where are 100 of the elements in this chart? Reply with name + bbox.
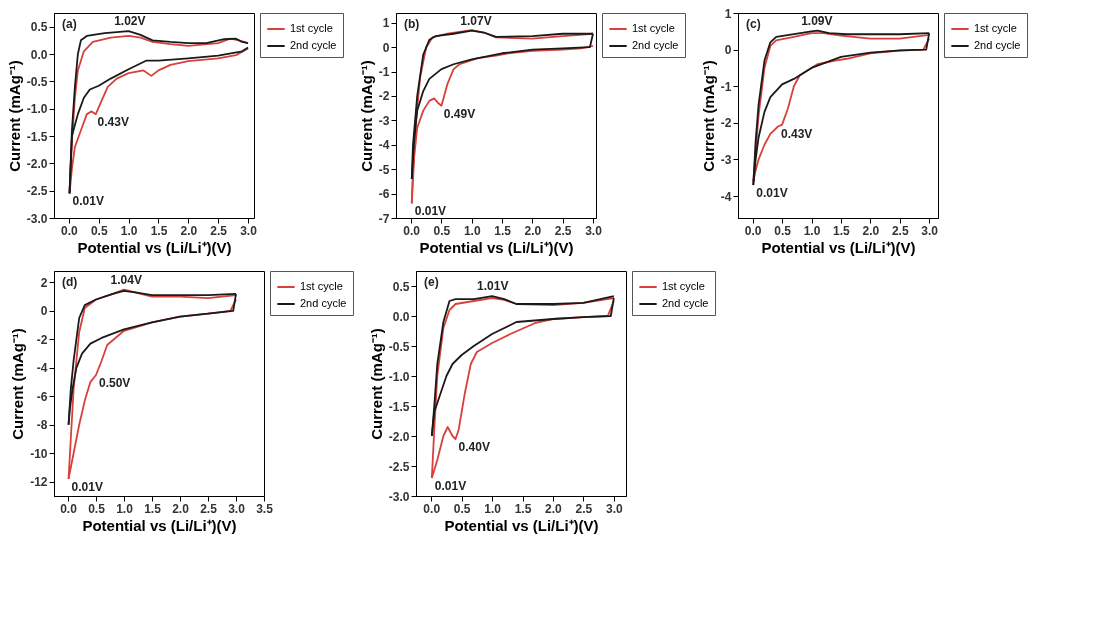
y-tick-label: -4	[720, 189, 732, 204]
x-tick-label: 1.5	[150, 223, 168, 238]
y-tick-label: -2	[36, 332, 48, 347]
legend-label: 1st cycle	[632, 22, 675, 34]
x-tick-label: 2.0	[524, 223, 542, 238]
x-tick-label: 2.0	[180, 223, 198, 238]
y-tick-label: 0	[724, 43, 732, 58]
annotation: (e)	[424, 275, 439, 289]
legend-label: 2nd cycle	[300, 297, 347, 309]
x-axis-title: Potential vs (Li/Li⁺)(V)	[444, 516, 599, 534]
x-tick-label: 1.0	[120, 223, 138, 238]
y-tick-label: -4	[36, 361, 48, 376]
legend-label: 2nd cycle	[974, 39, 1021, 51]
y-tick-label: -2	[720, 116, 732, 131]
y-axis-title: Current (mAg⁻¹)	[367, 328, 385, 440]
y-tick-label: 1	[382, 16, 390, 31]
x-tick-label: 0.5	[90, 223, 108, 238]
annotation: 1.07V	[460, 14, 492, 29]
x-tick-label: 1.0	[116, 501, 134, 516]
annotation: 1.02V	[114, 14, 146, 29]
x-tick-label: 2.5	[891, 223, 909, 238]
x-tick-label: 0.5	[433, 223, 451, 238]
y-tick-label: -3.0	[26, 211, 48, 226]
x-tick-label: 1.5	[144, 501, 162, 516]
y-tick-label: -4	[378, 138, 390, 153]
legend-label: 1st cycle	[662, 280, 705, 292]
y-axis-title: Current (mAg⁻¹)	[9, 328, 27, 440]
x-axis-title: Potential vs (Li/Li⁺)(V)	[419, 238, 574, 256]
y-tick-label: 0	[40, 304, 48, 319]
x-tick-label: 1.0	[803, 223, 821, 238]
y-tick-label: -6	[36, 389, 48, 404]
x-axis-title: Potential vs (Li/Li⁺)(V)	[77, 238, 232, 256]
x-tick-label: 0.0	[423, 501, 441, 516]
x-tick-label: 0.0	[60, 501, 78, 516]
y-tick-label: -3.0	[388, 489, 410, 504]
y-tick-label: -8	[36, 418, 48, 433]
x-tick-label: 1.0	[463, 223, 481, 238]
x-tick-label: 3.0	[605, 501, 623, 516]
annotation: (b)	[404, 17, 420, 31]
x-tick-label: 2.5	[554, 223, 572, 238]
y-tick-label: 2	[40, 275, 48, 290]
x-tick-label: 3.0	[585, 223, 603, 238]
x-tick-label: 3.0	[921, 223, 939, 238]
x-tick-label: 0.5	[774, 223, 792, 238]
x-axis-title: Potential vs (Li/Li⁺)(V)	[761, 238, 916, 256]
y-tick-label: -12	[30, 475, 48, 490]
y-tick-label: -10	[30, 446, 48, 461]
y-tick-label: -2	[378, 89, 390, 104]
annotation: 0.50V	[99, 375, 131, 390]
legend-label: 1st cycle	[974, 22, 1017, 34]
y-tick-label: -1	[378, 65, 390, 80]
y-tick-label: -3	[720, 152, 732, 167]
annotation: 1.04V	[110, 272, 142, 287]
x-tick-label: 0.0	[403, 223, 421, 238]
annotation: 0.01V	[434, 479, 467, 493]
annotation: 1.09V	[801, 13, 833, 28]
x-tick-label: 2.0	[172, 501, 190, 516]
x-tick-label: 0.0	[61, 223, 79, 238]
x-tick-label: 2.5	[200, 501, 218, 516]
y-tick-label: -2.5	[388, 459, 410, 474]
x-axis-title: Potential vs (Li/Li⁺)(V)	[82, 516, 237, 534]
annotation: 0.40V	[458, 440, 490, 454]
annotation: 0.43V	[97, 115, 129, 130]
y-tick-label: 0	[382, 40, 390, 55]
annotation: 0.49V	[443, 106, 476, 121]
y-tick-label: -1.0	[26, 102, 48, 117]
x-tick-label: 2.0	[862, 223, 880, 238]
y-axis-title: Current (mAg⁻¹)	[5, 60, 23, 172]
annotation: 0.43V	[781, 127, 813, 142]
annotation: 0.01V	[414, 204, 447, 219]
legend-label: 2nd cycle	[290, 39, 337, 51]
y-tick-label: 0.5	[392, 279, 410, 294]
x-tick-label: 0.0	[744, 223, 762, 238]
annotation: (a)	[62, 17, 77, 31]
y-tick-label: -2.0	[26, 156, 48, 171]
x-tick-label: 3.0	[228, 501, 246, 516]
x-tick-label: 1.0	[484, 501, 502, 516]
y-tick-label: -3	[378, 113, 390, 128]
annotation: 1.01V	[477, 279, 509, 294]
y-axis-title: Current (mAg⁻¹)	[357, 60, 375, 172]
annotation: (d)	[62, 275, 78, 289]
y-tick-label: -0.5	[26, 74, 48, 89]
x-tick-label: 1.5	[494, 223, 512, 238]
x-tick-label: 2.5	[575, 501, 593, 516]
x-tick-label: 3.0	[240, 223, 258, 238]
y-tick-label: -0.5	[388, 339, 410, 354]
legend-label: 1st cycle	[290, 22, 333, 34]
y-tick-label: -1.0	[388, 369, 410, 384]
annotation: 0.01V	[72, 194, 104, 209]
x-tick-label: 3.5	[256, 501, 274, 516]
y-tick-label: -6	[378, 187, 390, 202]
y-tick-label: -5	[378, 162, 390, 177]
y-tick-label: -1.5	[388, 399, 410, 414]
x-tick-label: 0.5	[88, 501, 106, 516]
x-tick-label: 0.5	[453, 501, 471, 516]
annotation: 0.01V	[756, 186, 788, 201]
y-tick-label: -2.0	[388, 429, 410, 444]
x-tick-label: 2.5	[210, 223, 228, 238]
annotation: 0.01V	[71, 479, 103, 494]
legend-label: 1st cycle	[300, 280, 343, 292]
